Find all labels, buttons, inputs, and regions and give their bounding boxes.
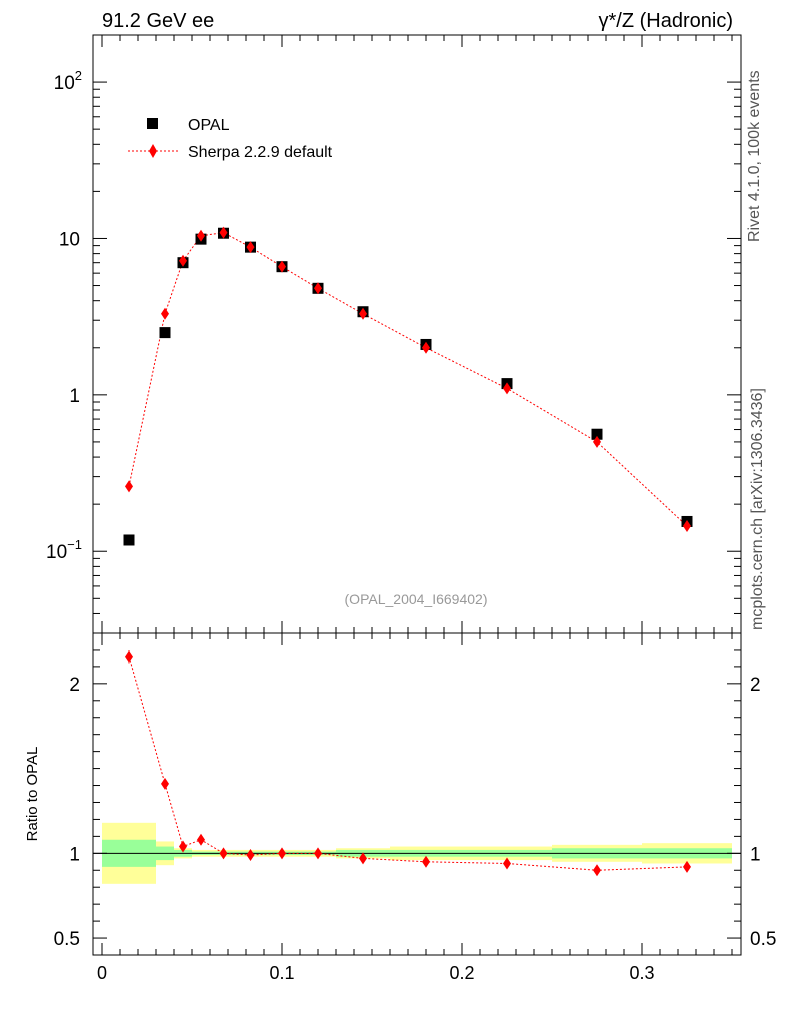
ratio-y-tick-label: 1 [69,844,80,865]
header-left-title: 91.2 GeV ee [102,10,214,32]
analysis-watermark: (OPAL_2004_I669402) [345,591,488,607]
ratio-point [219,847,228,860]
ratio-frame [92,632,742,956]
ratio-point [683,860,691,873]
ratio-y-tick-label-right: 0.5 [750,929,776,950]
mc-point [359,307,367,320]
ratio-point [161,777,169,790]
ratio-point [278,847,286,860]
legend-mc-label: Sherpa 2.2.9 default [188,144,333,161]
mcplots-site-label: mcplots.cern.ch [arXiv:1306.3436] [749,388,766,630]
y-tick-label: 10 [59,229,80,250]
ratio-point [593,864,601,877]
x-tick-label: 0.2 [449,963,474,983]
mc-point [161,307,169,320]
ratio-y-tick-label-right: 2 [750,675,761,696]
ratio-point [125,650,133,663]
data-point [123,534,135,546]
ratio-point [359,852,367,865]
ratio-point [314,847,322,860]
ratio-y-tick-label: 2 [69,675,80,696]
ratio-point [197,833,205,846]
ratio-y-tick-label-right: 1 [750,844,761,865]
ratio-y-tick-label: 0.5 [54,929,80,950]
legend-data-label: OPAL [188,117,230,134]
rivet-version-label: Rivet 4.1.0, 100k events [746,70,763,242]
mc-point [179,254,187,267]
mc-point [278,260,286,273]
ratio-point [503,857,511,870]
y-tick-label: 102 [54,68,82,94]
mc-point [593,435,601,448]
tick-labels: 0 0.1 0.2 0.3 10−1 1 10 102 0.5 0.5 1 1 2 2 [46,68,776,983]
ratio-ylabel: Ratio to OPAL [24,747,41,842]
data-point [591,428,603,440]
data-markers [123,227,693,546]
header-right-title: γ*/Z (Hadronic) [599,10,733,32]
mc-series-line [128,232,688,527]
ratio-point [246,849,255,862]
mc-point [683,519,691,532]
ratio-mc-line [128,656,688,871]
legend-mc-marker [149,144,157,158]
legend-data-marker [147,118,158,129]
mc-point [197,229,205,242]
mc-markers [125,226,691,532]
mc-point [219,226,228,239]
x-tick-label: 0 [97,963,107,983]
axis-ticks [93,34,741,956]
mc-point [422,341,430,354]
x-tick-label: 0.1 [269,963,294,983]
y-tick-label: 1 [69,386,80,407]
y-tick-label: 10−1 [46,537,82,563]
ratio-markers [125,649,691,877]
ratio-point [422,855,430,868]
x-tick-label: 0.3 [629,963,654,983]
mc-point [314,282,322,295]
mc-point [125,480,133,493]
mc-point [246,241,255,254]
data-point [159,327,171,339]
mc-point [503,382,511,395]
ratio-point [179,840,187,853]
